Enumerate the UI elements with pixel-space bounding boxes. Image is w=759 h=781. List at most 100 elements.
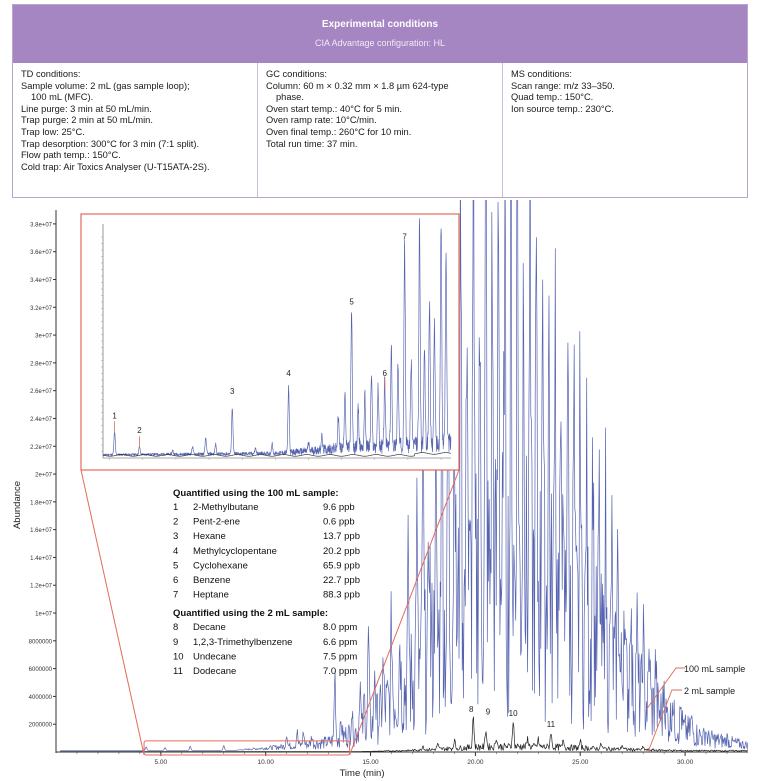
legend-value: 6.6 ppm — [323, 637, 357, 648]
legend-compound: Undecane — [193, 651, 236, 662]
x-tick-label: 5.00 — [155, 759, 168, 766]
td-conditions: TD conditions: Sample volume: 2 mL (gas s… — [13, 63, 258, 197]
legend-compound: Cyclohexane — [193, 560, 248, 571]
inset-peak-label: 1 — [112, 411, 117, 420]
y-tick-label: 3e+07 — [35, 334, 53, 340]
td-heading: TD conditions: — [21, 69, 81, 79]
legend-compound: Hexane — [193, 531, 226, 542]
legend-compound: Benzene — [193, 575, 231, 586]
y-tick-label: 2.8e+07 — [30, 361, 53, 367]
ms-heading: MS conditions: — [511, 69, 572, 79]
legend-num: 7 — [173, 590, 178, 601]
legend-value: 8.0 ppm — [323, 622, 357, 633]
y-tick-label: 1.4e+07 — [30, 556, 53, 562]
legend-compound: Heptane — [193, 590, 229, 601]
inset-peak-label: 3 — [230, 387, 235, 396]
inset-peak-label: 2 — [137, 426, 142, 435]
y-tick-label: 2e+07 — [35, 473, 53, 479]
legend-num: 3 — [173, 531, 178, 542]
legend-compound: Methylcyclopentane — [193, 546, 277, 557]
x-axis-title: Time (min) — [339, 768, 384, 779]
legend-num: 9 — [173, 637, 178, 648]
inset-peak-label: 7 — [402, 233, 407, 242]
td-line: 100 mL (MFC). — [31, 92, 94, 103]
gc-line: Total run time: 37 min. — [266, 138, 358, 149]
gc-conditions: GC conditions: Column: 60 m × 0.32 mm × 1… — [258, 63, 503, 197]
legend-compound: Dodecane — [193, 666, 236, 677]
y-tick-label: 3.4e+07 — [30, 278, 53, 284]
peak-label: 11 — [547, 720, 556, 729]
legend-value: 88.3 ppb — [323, 590, 360, 601]
series-label-100ml: 100 mL sample — [684, 664, 745, 674]
x-tick-label: 25.00 — [572, 759, 589, 766]
td-line: Trap low: 25°C. — [21, 126, 85, 137]
zoom-region-box — [143, 740, 351, 756]
conditions-columns: TD conditions: Sample volume: 2 mL (gas s… — [13, 63, 747, 197]
legend-value: 9.6 ppb — [323, 502, 355, 513]
peak-label: 9 — [486, 708, 491, 717]
zoom-connector-right — [349, 469, 460, 756]
legend-compound: Pent-2-ene — [193, 517, 240, 528]
y-tick-label: 1.6e+07 — [30, 528, 53, 534]
td-line: Trap desorption: 300°C for 3 min (7:1 sp… — [21, 138, 200, 149]
ms-line: Ion source temp.: 230°C. — [511, 103, 614, 114]
inset-peak-label: 6 — [382, 369, 387, 378]
compound-legend: Quantified using the 100 mL sample: 1 2-Me… — [173, 488, 360, 677]
series-100ml-trace — [60, 200, 749, 751]
callout-line-2ml — [647, 689, 682, 753]
y-tick-label: 1.8e+07 — [30, 500, 53, 506]
legend-num: 6 — [173, 575, 178, 586]
legend-num: 5 — [173, 560, 178, 571]
y-tick-label: 2.4e+07 — [30, 417, 53, 423]
legend-value: 7.5 ppm — [323, 651, 357, 662]
inset-100ml-trace — [102, 218, 452, 456]
legend-num: 10 — [173, 651, 184, 662]
legend-value: 13.7 ppb — [323, 531, 360, 542]
x-tick-label: 20.00 — [467, 759, 484, 766]
legend-value: 65.9 ppb — [323, 560, 360, 571]
inset-peak-label: 5 — [349, 298, 354, 307]
legend-group2-title: Quantified using the 2 mL sample: — [173, 608, 328, 619]
y-tick-label: 3.8e+07 — [30, 222, 53, 228]
td-line: Line purge: 3 min at 50 mL/min. — [21, 103, 152, 114]
legend-value: 20.2 ppb — [323, 546, 360, 557]
peak-label: 8 — [469, 705, 474, 714]
gc-line: Oven start temp.: 40°C for 5 min. — [266, 103, 402, 114]
y-tick-label: 8000000 — [29, 639, 53, 645]
x-tick-label: 30.00 — [677, 759, 694, 766]
y-tick-label: 1.2e+07 — [30, 584, 53, 590]
legend-num: 2 — [173, 517, 178, 528]
peak-label: 10 — [509, 709, 518, 718]
legend-compound: 1,2,3-Trimethylbenzene — [193, 637, 292, 648]
x-tick-label: 15.00 — [362, 759, 379, 766]
gc-line: Column: 60 m × 0.32 mm × 1.8 µm 624-type — [266, 80, 449, 91]
y-tick-label: 3.6e+07 — [30, 250, 53, 256]
zoom-connector-left — [80, 469, 145, 756]
legend-compound: Decane — [193, 622, 226, 633]
gc-heading: GC conditions: — [266, 69, 327, 79]
gc-line: phase. — [276, 92, 304, 103]
series-2ml-trace — [60, 716, 748, 752]
inset-panel — [80, 213, 460, 471]
inset-2ml-trace — [102, 452, 451, 457]
y-tick-label: 3.2e+07 — [30, 306, 53, 312]
legend-compound: 2-Methylbutane — [193, 502, 258, 513]
ms-line: Scan range: m/z 33–350. — [511, 80, 615, 91]
inset-peak-label: 4 — [286, 369, 291, 378]
legend-group1-title: Quantified using the 100 mL sample: — [173, 488, 339, 499]
legend-num: 1 — [173, 502, 178, 513]
td-line: Flow path temp.: 150°C. — [21, 150, 121, 161]
y-tick-label: 4000000 — [29, 695, 53, 701]
x-tick-label: 10.00 — [258, 759, 275, 766]
y-tick-label: 2000000 — [29, 723, 53, 729]
ms-conditions: MS conditions: Scan range: m/z 33–350. Qua… — [503, 63, 747, 197]
legend-num: 11 — [173, 666, 183, 677]
gc-line: Oven final temp.: 260°C for 10 min. — [266, 126, 412, 137]
td-line: Cold trap: Air Toxics Analyser (U-T15ATA… — [21, 161, 210, 172]
y-tick-label: 2.6e+07 — [30, 389, 53, 395]
conditions-header: Experimental conditions CIA Advantage co… — [13, 5, 747, 63]
legend-num: 8 — [173, 622, 178, 633]
y-axis-title: Abundance — [12, 481, 23, 529]
td-line: Sample volume: 2 mL (gas sample loop); — [21, 80, 190, 91]
legend-num: 4 — [173, 546, 178, 557]
